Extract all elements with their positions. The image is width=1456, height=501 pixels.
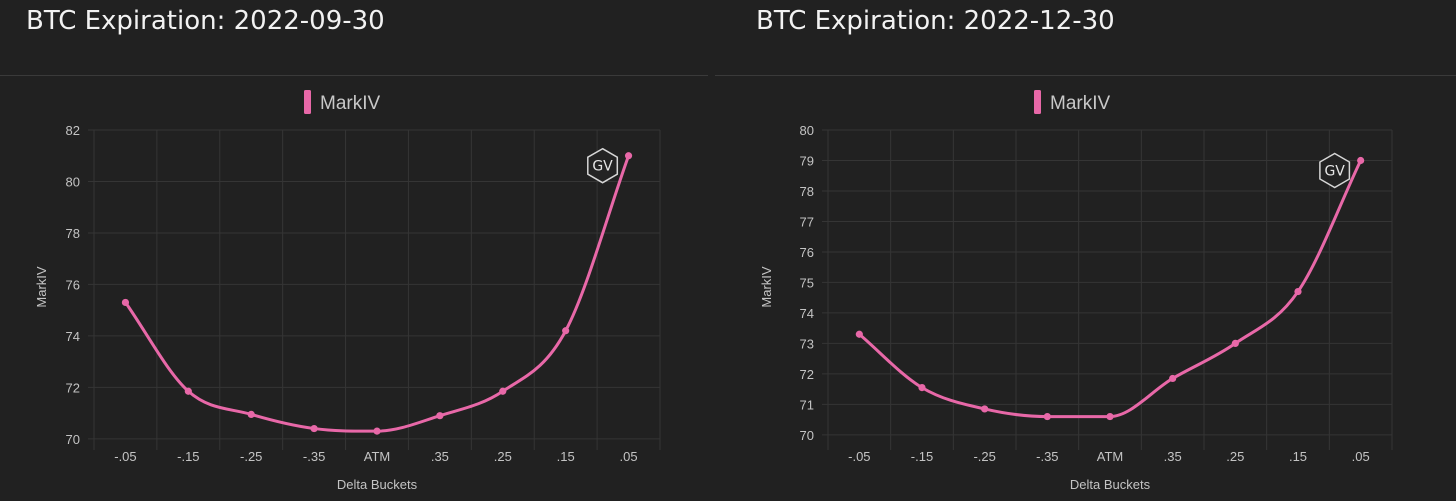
data-point — [1043, 412, 1051, 421]
chart-panel-left: BTC Expiration: 2022-09-30 70 72 74 76 78 80 8… — [0, 0, 708, 501]
legend-swatch — [1034, 90, 1041, 114]
x-tick-label: -.15 — [911, 449, 933, 464]
x-tick-label: ATM — [364, 449, 390, 464]
y-tick-label: 78 — [66, 226, 80, 241]
x-tick-label: -.25 — [240, 449, 262, 464]
data-point — [981, 405, 989, 413]
data-point — [499, 387, 507, 395]
markiv-line-chart: 70 71 72 73 74 75 76 77 78 79 80 -.05 -.15 -.25 -.35 AT… — [759, 90, 1393, 492]
markiv-line-chart: 70 72 74 76 78 80 82 -.05 -.15 -.25 -.35 ATM .35 .25.… — [34, 90, 661, 492]
grid — [822, 129, 1393, 450]
data-point — [373, 427, 381, 435]
y-tick-label: 73 — [800, 336, 814, 351]
x-tick-label: .15 — [1289, 449, 1307, 464]
data-point — [1357, 156, 1365, 165]
series-line-markiv — [857, 158, 1363, 419]
title-divider — [715, 75, 1456, 76]
title-divider — [0, 75, 708, 76]
legend-swatch — [304, 90, 311, 114]
chart-panel-right: BTC Expiration: 2022-12-30 70 71 72 73 74 75 7… — [715, 0, 1456, 501]
x-axis-label: Delta Buckets — [337, 477, 418, 492]
data-point — [562, 327, 570, 335]
x-axis-label: Delta Buckets — [1070, 477, 1151, 492]
x-tick-label: .35 — [1164, 449, 1182, 464]
y-tick-label: 76 — [800, 245, 814, 260]
data-point — [918, 384, 926, 392]
x-tick-label: -.05 — [114, 449, 136, 464]
y-tick-label: 70 — [66, 432, 80, 447]
data-point — [121, 298, 130, 307]
data-point — [1106, 412, 1114, 421]
y-tick-label: 76 — [66, 277, 80, 292]
data-point — [247, 410, 255, 419]
x-tick-label: -.25 — [973, 449, 995, 464]
y-tick-label: 74 — [66, 329, 80, 344]
watermark-text: GV — [1324, 163, 1345, 179]
chart-title: BTC Expiration: 2022-12-30 — [756, 6, 1115, 36]
y-tick-label: 80 — [800, 123, 814, 138]
x-tick-label: ATM — [1097, 449, 1123, 464]
data-point — [310, 424, 318, 433]
y-tick-label: 80 — [66, 174, 80, 189]
data-point — [624, 152, 633, 160]
legend: MarkIV — [304, 90, 381, 114]
y-tick-label: 75 — [800, 275, 814, 290]
x-tick-label: -.05 — [848, 449, 870, 464]
chart-title: BTC Expiration: 2022-09-30 — [26, 6, 385, 36]
y-tick-label: 70 — [800, 428, 814, 443]
legend: MarkIV — [1034, 90, 1111, 114]
x-tick-label: .05 — [620, 449, 638, 464]
x-tick-label: .25 — [494, 449, 512, 464]
y-tick-label: 78 — [800, 184, 814, 199]
grid — [88, 129, 661, 450]
x-tick-label: -.15 — [177, 449, 199, 464]
data-point — [855, 330, 863, 338]
x-tick-label: -.35 — [303, 449, 325, 464]
x-tick-label: -.35 — [1036, 449, 1058, 464]
gv-watermark-logo: GV — [587, 147, 619, 184]
y-tick-label: 79 — [800, 153, 814, 168]
y-tick-label: 77 — [800, 214, 814, 229]
data-point — [1294, 287, 1302, 296]
x-tick-label: .35 — [431, 449, 449, 464]
series-line-markiv — [123, 154, 631, 433]
gv-watermark-logo: GV — [1319, 152, 1351, 189]
legend-label: MarkIV — [320, 93, 381, 114]
watermark-text: GV — [592, 159, 613, 175]
data-point — [184, 387, 192, 395]
data-point — [1231, 339, 1239, 347]
y-tick-label: 74 — [800, 306, 814, 321]
data-point — [436, 412, 444, 420]
y-axis-label: MarkIV — [759, 266, 774, 308]
x-tick-label: .25 — [1226, 449, 1244, 464]
x-tick-label: .15 — [557, 449, 575, 464]
hexagon-icon — [587, 147, 619, 184]
hexagon-icon — [1319, 152, 1351, 189]
y-axis-label: MarkIV — [34, 266, 49, 308]
y-tick-label: 72 — [800, 367, 814, 382]
data-point — [1169, 374, 1177, 383]
y-tick-label: 71 — [800, 397, 814, 412]
legend-label: MarkIV — [1050, 93, 1111, 114]
x-tick-label: .05 — [1352, 449, 1370, 464]
y-tick-label: 72 — [66, 380, 80, 395]
y-tick-label: 82 — [66, 123, 80, 138]
